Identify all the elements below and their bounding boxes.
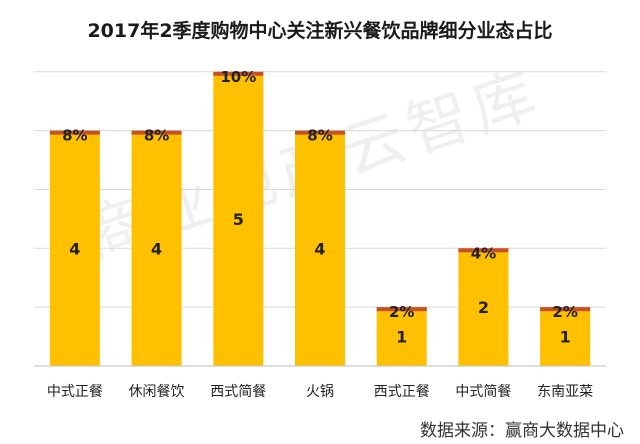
- value-label-2: 4: [151, 239, 162, 258]
- category-label-7: 东南亚菜: [537, 384, 593, 400]
- category-label-5: 西式正餐: [374, 384, 430, 400]
- category-label-4: 火锅: [306, 384, 334, 400]
- value-label-7: 1: [560, 328, 571, 347]
- bar-cap-2: [131, 130, 182, 135]
- bar-1: [49, 130, 100, 366]
- bar-4: [295, 130, 345, 366]
- bar-6: [458, 248, 509, 366]
- percent-label-5: 2%: [389, 303, 414, 321]
- bar-cap-7: [540, 307, 591, 312]
- value-label-1: 4: [69, 239, 80, 258]
- x-axis: 中式正餐 休闲餐饮 西式简餐 火锅 西式正餐 中式简餐 东南亚菜: [34, 365, 606, 400]
- bar-cap-5: [376, 307, 427, 312]
- percent-label-7: 2%: [552, 303, 577, 321]
- value-label-3: 5: [233, 210, 244, 229]
- bar-3: [213, 71, 264, 367]
- value-label-4: 4: [314, 239, 325, 258]
- value-label-5: 1: [396, 328, 407, 347]
- value-label-6: 2: [478, 298, 489, 317]
- bar-2: [131, 130, 182, 366]
- bar-cap-3: [213, 71, 264, 76]
- category-label-3: 西式简餐: [210, 383, 266, 400]
- percent-label-4: 8%: [307, 127, 332, 145]
- chart-title: 2017年2季度购物中心关注新兴餐饮品牌细分业态占比: [87, 20, 553, 42]
- bar-cap-1: [49, 130, 100, 135]
- percent-label-3: 10%: [220, 68, 256, 86]
- bar-cap-6: [458, 248, 509, 253]
- data-source: 数据来源：赢商大数据中心: [420, 421, 624, 441]
- percent-label-2: 8%: [144, 127, 169, 145]
- category-label-2: 休闲餐饮: [129, 384, 185, 400]
- bars: 8% 4 8% 4 10% 5 8% 4 2% 1 4% 2 2% 1: [49, 68, 591, 367]
- bar-cap-4: [295, 130, 345, 135]
- bar-5: [376, 307, 427, 366]
- percent-label-6: 4%: [471, 244, 496, 262]
- category-label-6: 中式简餐: [455, 383, 511, 400]
- bar-7: [540, 307, 591, 366]
- category-label-1: 中式正餐: [47, 384, 103, 400]
- percent-label-1: 8%: [62, 127, 87, 145]
